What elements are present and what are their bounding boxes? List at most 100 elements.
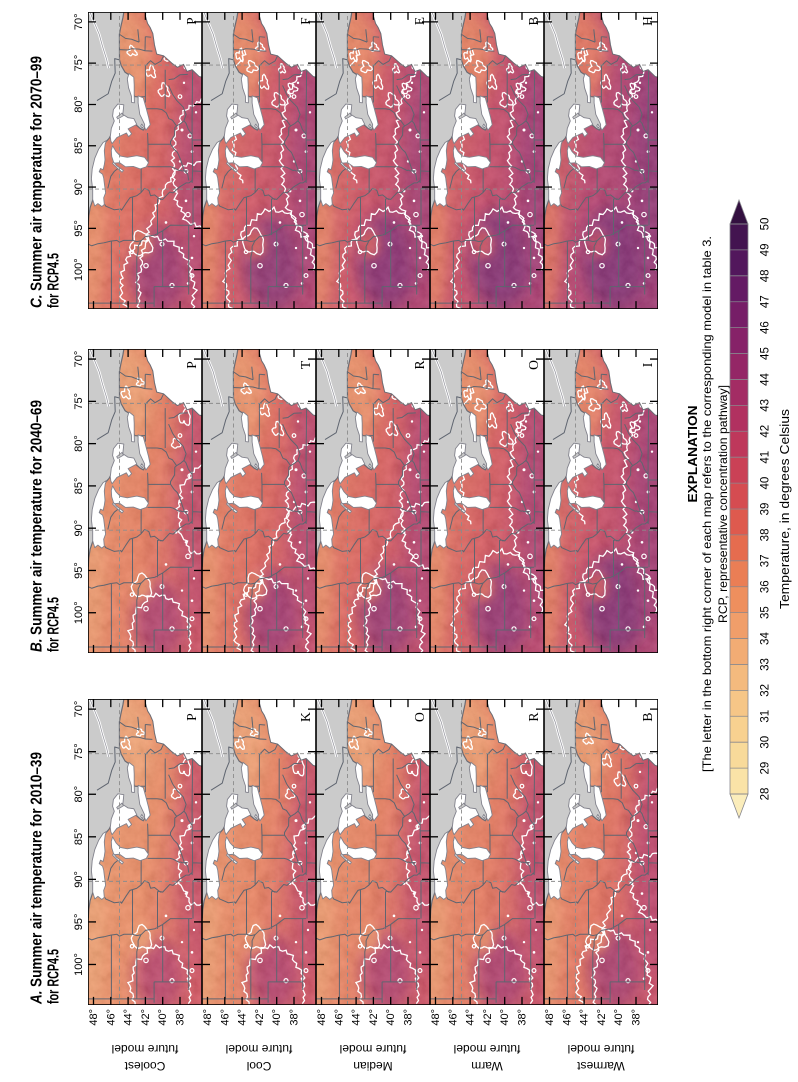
svg-text:38°: 38° <box>403 1009 415 1026</box>
svg-text:C.Summer air temperature for 2: C.Summer air temperature for 2070–99 <box>29 56 46 308</box>
svg-text:80°: 80° <box>73 96 85 113</box>
svg-text:40°: 40° <box>271 1009 283 1026</box>
svg-text:80°: 80° <box>73 435 85 452</box>
svg-text:85°: 85° <box>73 828 85 845</box>
svg-text:I: I <box>640 362 655 367</box>
svg-text:for RCP4.5: for RCP4.5 <box>46 253 63 308</box>
svg-text:38: 38 <box>760 529 772 542</box>
svg-text:48°: 48° <box>430 1009 442 1026</box>
svg-text:Temperature, in degrees Celsiu: Temperature, in degrees Celsius <box>777 408 792 609</box>
svg-text:100°: 100° <box>73 258 85 281</box>
svg-text:46°: 46° <box>333 1009 345 1026</box>
svg-text:31: 31 <box>760 710 772 723</box>
svg-text:future model: future model <box>340 1042 407 1056</box>
svg-text:42°: 42° <box>140 1009 152 1026</box>
svg-text:P: P <box>184 713 199 721</box>
svg-text:for RCP4.5: for RCP4.5 <box>46 949 63 1004</box>
svg-text:38°: 38° <box>631 1009 643 1026</box>
svg-text:48°: 48° <box>316 1009 328 1026</box>
svg-text:48°: 48° <box>202 1009 214 1026</box>
svg-text:80°: 80° <box>73 786 85 803</box>
svg-text:75°: 75° <box>73 743 85 760</box>
svg-text:37: 37 <box>760 554 772 567</box>
svg-text:48: 48 <box>760 269 772 282</box>
svg-text:future model: future model <box>112 1042 179 1056</box>
svg-text:48°: 48° <box>88 1009 100 1026</box>
svg-text:B: B <box>640 712 655 721</box>
svg-text:33: 33 <box>760 658 772 671</box>
svg-text:40°: 40° <box>157 1009 169 1026</box>
svg-text:40°: 40° <box>613 1009 625 1026</box>
svg-text:Coolest: Coolest <box>124 1059 165 1073</box>
svg-text:70°: 70° <box>73 351 85 368</box>
svg-text:100°: 100° <box>73 953 85 976</box>
svg-text:44°: 44° <box>579 1009 591 1026</box>
svg-text:P: P <box>184 361 199 369</box>
svg-text:for RCP4.5: for RCP4.5 <box>46 597 63 652</box>
svg-text:40: 40 <box>760 477 772 490</box>
svg-text:P: P <box>184 17 199 24</box>
svg-text:45: 45 <box>760 347 772 360</box>
svg-text:RCP, representative concentrat: RCP, representative concentration pathwa… <box>716 385 730 623</box>
svg-text:46°: 46° <box>105 1009 117 1026</box>
svg-text:future model: future model <box>226 1042 293 1056</box>
svg-text:F: F <box>298 17 313 24</box>
svg-text:future model: future model <box>454 1042 521 1056</box>
svg-text:29: 29 <box>760 762 772 775</box>
svg-text:44: 44 <box>760 372 772 385</box>
svg-text:future model: future model <box>568 1042 635 1056</box>
svg-text:48°: 48° <box>544 1009 556 1026</box>
svg-text:43: 43 <box>760 399 772 412</box>
svg-text:42: 42 <box>760 425 772 438</box>
svg-text:46°: 46° <box>561 1009 573 1026</box>
svg-text:K: K <box>298 712 313 722</box>
svg-text:44°: 44° <box>465 1009 477 1026</box>
svg-text:Warmest: Warmest <box>577 1059 625 1073</box>
svg-text:30: 30 <box>760 736 772 749</box>
svg-text:75°: 75° <box>73 393 85 410</box>
svg-text:E: E <box>412 17 427 25</box>
svg-text:36: 36 <box>760 580 772 593</box>
svg-text:42°: 42° <box>368 1009 380 1026</box>
svg-text:34: 34 <box>760 632 772 645</box>
svg-text:85°: 85° <box>73 478 85 495</box>
svg-text:95°: 95° <box>73 562 85 579</box>
svg-text:B.Summer air temperature for 2: B.Summer air temperature for 2040–69 <box>29 400 46 652</box>
svg-text:70°: 70° <box>73 701 85 718</box>
svg-text:50: 50 <box>760 218 772 231</box>
svg-text:90°: 90° <box>73 520 85 537</box>
svg-text:100°: 100° <box>73 601 85 624</box>
svg-text:95°: 95° <box>73 220 85 237</box>
svg-text:40°: 40° <box>385 1009 397 1026</box>
svg-text:Warm: Warm <box>471 1059 503 1073</box>
svg-text:Cool: Cool <box>247 1059 272 1073</box>
svg-text:42°: 42° <box>482 1009 494 1026</box>
svg-text:85°: 85° <box>73 137 85 154</box>
svg-text:44°: 44° <box>237 1009 249 1026</box>
svg-text:90°: 90° <box>73 179 85 196</box>
svg-text:40°: 40° <box>499 1009 511 1026</box>
svg-text:32: 32 <box>760 684 772 697</box>
svg-text:38°: 38° <box>517 1009 529 1026</box>
svg-text:O: O <box>526 360 541 370</box>
svg-text:39: 39 <box>760 503 772 516</box>
svg-text:47: 47 <box>760 295 772 308</box>
svg-text:42°: 42° <box>596 1009 608 1026</box>
svg-text:R: R <box>412 360 427 369</box>
svg-text:75°: 75° <box>73 55 85 72</box>
svg-text:44°: 44° <box>123 1009 135 1026</box>
svg-text:A.Summer air temperature for 2: A.Summer air temperature for 2010–39 <box>29 752 46 1005</box>
svg-text:38°: 38° <box>289 1009 301 1026</box>
svg-text:44°: 44° <box>351 1009 363 1026</box>
svg-text:Median: Median <box>353 1059 392 1073</box>
svg-text:46: 46 <box>760 321 772 334</box>
svg-text:90°: 90° <box>73 871 85 888</box>
svg-text:42°: 42° <box>254 1009 266 1026</box>
svg-text:[The letter in the bottom righ: [The letter in the bottom right corner o… <box>700 236 714 772</box>
svg-text:46°: 46° <box>219 1009 231 1026</box>
svg-text:46°: 46° <box>447 1009 459 1026</box>
svg-text:O: O <box>412 712 427 722</box>
svg-text:70°: 70° <box>73 13 85 30</box>
svg-text:41: 41 <box>760 451 772 464</box>
svg-text:95°: 95° <box>73 914 85 931</box>
